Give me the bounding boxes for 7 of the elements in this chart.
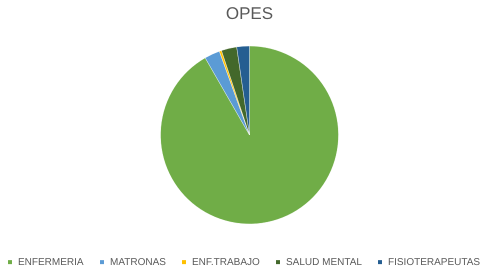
legend-label: ENFERMERIA xyxy=(18,257,84,268)
legend-label: ENF.TRABAJO xyxy=(192,257,260,268)
legend-label: FISIOTERAPEUTAS xyxy=(388,257,480,268)
legend-label: MATRONAS xyxy=(110,257,166,268)
pie-slice xyxy=(160,46,339,224)
legend-label: SALUD MENTAL xyxy=(286,257,362,268)
chart-title: OPES xyxy=(226,4,274,23)
